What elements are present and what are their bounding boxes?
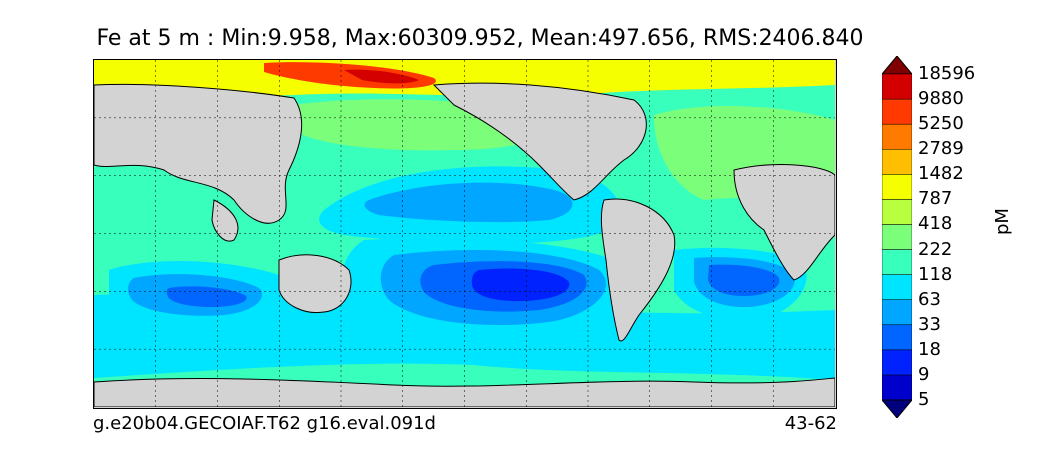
indian-18 (166, 286, 247, 307)
colorbar-extend-max (882, 56, 912, 75)
footer-left: g.e20b04.GECOIAF.T62 g16.eval.091d (93, 413, 436, 434)
colorbar (882, 56, 912, 418)
colorbar-tick-label: 33 (918, 313, 941, 335)
land-sea (211, 199, 239, 242)
colorbar-tick-label: 18 (918, 338, 941, 360)
colorbar-tick-label: 63 (918, 288, 941, 310)
colorbar-tick-label: 1482 (918, 163, 964, 185)
gridlines (94, 60, 835, 407)
colorbar-segment (882, 349, 912, 376)
colorbar-segment (882, 98, 912, 125)
colorbar-segment (882, 199, 912, 225)
land-australia (278, 254, 352, 314)
colorbar-tick-label: 418 (918, 213, 953, 235)
chart-title: Fe at 5 m : Min:9.958, Max:60309.952, Me… (96, 26, 864, 51)
footer-right: 43-62 (784, 413, 837, 434)
colorbar-tick-label: 2789 (918, 138, 964, 160)
colorbar-tick-label: 5 (918, 389, 930, 410)
colorbar-segment (882, 274, 912, 300)
atlantic-18 (708, 264, 780, 296)
colorbar-segment (882, 148, 912, 175)
map-svg (94, 60, 835, 407)
colorbar-tick-label: 222 (918, 238, 953, 260)
colorbar-tick-label: 18596 (918, 63, 976, 84)
colorbar-segment (882, 174, 912, 200)
land-south-america (600, 198, 676, 342)
arctic-darkred (344, 69, 419, 84)
colorbar-segment (882, 123, 912, 150)
colorbar-segment (882, 374, 912, 401)
colorbar-segment (882, 324, 912, 351)
land-north-america (432, 82, 647, 201)
north-pacific-33 (364, 182, 573, 223)
colorbar-segment (882, 224, 912, 250)
colorbar-segment (882, 249, 912, 275)
colorbar-units: pM (992, 208, 1013, 235)
ocean-map (93, 59, 837, 409)
south-pacific-9 (471, 268, 570, 302)
colorbar-tick-label: 787 (918, 188, 953, 210)
colorbar-tick-label: 5250 (918, 113, 964, 135)
land-asia (94, 83, 303, 224)
land-africa (733, 164, 835, 281)
colorbar-tick-label: 9880 (918, 88, 964, 110)
colorbar-extend-min (882, 399, 912, 418)
colorbar-tick-label: 9 (918, 363, 930, 385)
colorbar-segment (882, 73, 912, 100)
colorbar-segment (882, 299, 912, 326)
colorbar-tick-label: 118 (918, 263, 953, 285)
